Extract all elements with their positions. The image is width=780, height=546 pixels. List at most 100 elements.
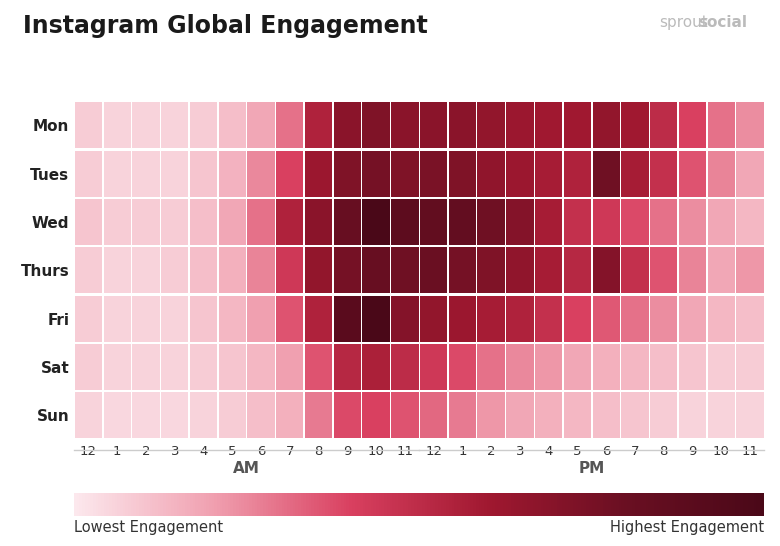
Bar bbox=[593, 344, 620, 390]
Bar bbox=[679, 247, 706, 293]
Bar bbox=[535, 199, 562, 245]
Bar bbox=[276, 102, 303, 148]
Bar bbox=[707, 393, 735, 438]
Bar bbox=[334, 199, 361, 245]
Bar bbox=[679, 102, 706, 148]
Bar bbox=[707, 199, 735, 245]
Bar bbox=[593, 199, 620, 245]
Bar bbox=[679, 151, 706, 197]
Bar bbox=[564, 393, 591, 438]
Bar bbox=[190, 151, 217, 197]
Bar bbox=[133, 247, 160, 293]
Bar bbox=[218, 344, 246, 390]
Bar bbox=[133, 393, 160, 438]
Bar bbox=[477, 296, 505, 342]
Bar bbox=[305, 151, 332, 197]
Bar bbox=[535, 247, 562, 293]
Bar bbox=[305, 296, 332, 342]
Bar bbox=[593, 102, 620, 148]
Bar bbox=[392, 199, 419, 245]
Bar bbox=[363, 393, 390, 438]
Bar bbox=[593, 393, 620, 438]
Text: Instagram Global Engagement: Instagram Global Engagement bbox=[23, 14, 428, 38]
Bar bbox=[736, 199, 764, 245]
Bar bbox=[420, 247, 447, 293]
Bar bbox=[104, 151, 131, 197]
Bar bbox=[161, 151, 189, 197]
Bar bbox=[276, 296, 303, 342]
Bar bbox=[736, 151, 764, 197]
Bar bbox=[477, 247, 505, 293]
Bar bbox=[564, 296, 591, 342]
Bar bbox=[448, 296, 476, 342]
Bar bbox=[247, 151, 275, 197]
Bar bbox=[593, 151, 620, 197]
Bar bbox=[75, 151, 102, 197]
Bar bbox=[622, 151, 649, 197]
Bar bbox=[133, 344, 160, 390]
Bar bbox=[593, 296, 620, 342]
Bar bbox=[420, 344, 447, 390]
Bar bbox=[161, 102, 189, 148]
Bar bbox=[75, 102, 102, 148]
Bar bbox=[477, 199, 505, 245]
Bar bbox=[133, 102, 160, 148]
Bar bbox=[161, 199, 189, 245]
Bar bbox=[75, 344, 102, 390]
Bar bbox=[190, 344, 217, 390]
Bar bbox=[392, 247, 419, 293]
Bar bbox=[190, 102, 217, 148]
Bar bbox=[276, 199, 303, 245]
Bar bbox=[679, 296, 706, 342]
Bar bbox=[218, 102, 246, 148]
Bar bbox=[477, 102, 505, 148]
Bar bbox=[363, 151, 390, 197]
Bar bbox=[477, 151, 505, 197]
Bar bbox=[564, 199, 591, 245]
Bar bbox=[477, 344, 505, 390]
Bar bbox=[218, 199, 246, 245]
Bar bbox=[218, 247, 246, 293]
Bar bbox=[707, 247, 735, 293]
Bar bbox=[247, 102, 275, 148]
Bar bbox=[736, 247, 764, 293]
Text: Lowest Engagement: Lowest Engagement bbox=[74, 520, 223, 535]
Bar bbox=[679, 393, 706, 438]
Bar bbox=[707, 296, 735, 342]
Bar bbox=[736, 296, 764, 342]
Bar bbox=[622, 296, 649, 342]
Bar bbox=[334, 102, 361, 148]
Bar bbox=[707, 344, 735, 390]
Bar bbox=[736, 344, 764, 390]
Bar bbox=[363, 296, 390, 342]
Bar bbox=[448, 199, 476, 245]
Bar bbox=[161, 393, 189, 438]
Bar bbox=[448, 344, 476, 390]
Bar bbox=[305, 247, 332, 293]
Bar bbox=[104, 393, 131, 438]
Bar bbox=[133, 199, 160, 245]
Bar bbox=[363, 344, 390, 390]
Bar bbox=[363, 247, 390, 293]
Bar bbox=[420, 151, 447, 197]
Bar bbox=[247, 296, 275, 342]
Bar bbox=[506, 151, 534, 197]
Bar bbox=[247, 247, 275, 293]
Bar bbox=[506, 199, 534, 245]
Bar bbox=[247, 199, 275, 245]
Bar bbox=[218, 393, 246, 438]
Text: sprout: sprout bbox=[659, 15, 708, 30]
Text: AM: AM bbox=[233, 461, 260, 476]
Bar bbox=[506, 296, 534, 342]
Bar bbox=[218, 296, 246, 342]
Bar bbox=[535, 393, 562, 438]
Text: social: social bbox=[698, 15, 747, 30]
Bar bbox=[420, 393, 447, 438]
Bar bbox=[276, 393, 303, 438]
Bar bbox=[276, 247, 303, 293]
Bar bbox=[535, 151, 562, 197]
Bar bbox=[305, 344, 332, 390]
Bar bbox=[392, 296, 419, 342]
Bar bbox=[535, 296, 562, 342]
Bar bbox=[448, 393, 476, 438]
